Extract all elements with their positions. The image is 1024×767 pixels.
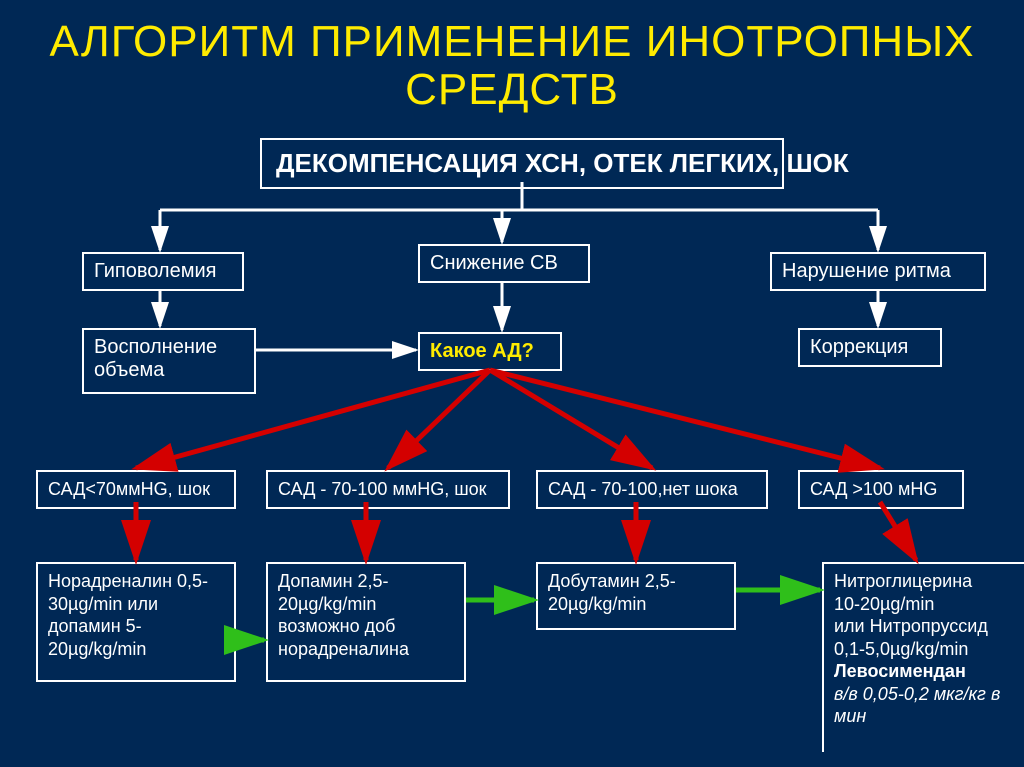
node-root: ДЕКОМПЕНСАЦИЯ ХСН, ОТЕК ЛЕГКИХ, ШОК <box>260 138 784 189</box>
node-which-bp: Какое АД? <box>418 332 562 371</box>
title: АЛГОРИТМ ПРИМЕНЕНИЕ ИНОТРОПНЫХ СРЕДСТВ <box>0 18 1024 115</box>
node-volume-replacement: Восполнение объема <box>82 328 256 394</box>
node-low-co: Снижение СВ <box>418 244 590 283</box>
node-dobutamine: Добутамин 2,5-20µg/kg/min <box>536 562 736 630</box>
node-sbp-lt70: САД<70ммHG, шок <box>36 470 236 509</box>
node-sbp-70-100-noshock: САД - 70-100,нет шока <box>536 470 768 509</box>
node-dopamine: Допамин 2,5-20µg/kg/min возможно доб нор… <box>266 562 466 682</box>
node-hypovolemia: Гиповолемия <box>82 252 244 291</box>
node-nitro-levo: Нитроглицерина 10-20µg/min или Нитропрус… <box>822 562 1024 752</box>
node-arrhythmia: Нарушение ритма <box>770 252 986 291</box>
node-sbp-gt100: САД >100 мHG <box>798 470 964 509</box>
node-sbp-70-100-shock: САД - 70-100 ммHG, шок <box>266 470 510 509</box>
node-noradrenaline: Норадреналин 0,5-30µg/min или допамин 5-… <box>36 562 236 682</box>
node-correction: Коррекция <box>798 328 942 367</box>
